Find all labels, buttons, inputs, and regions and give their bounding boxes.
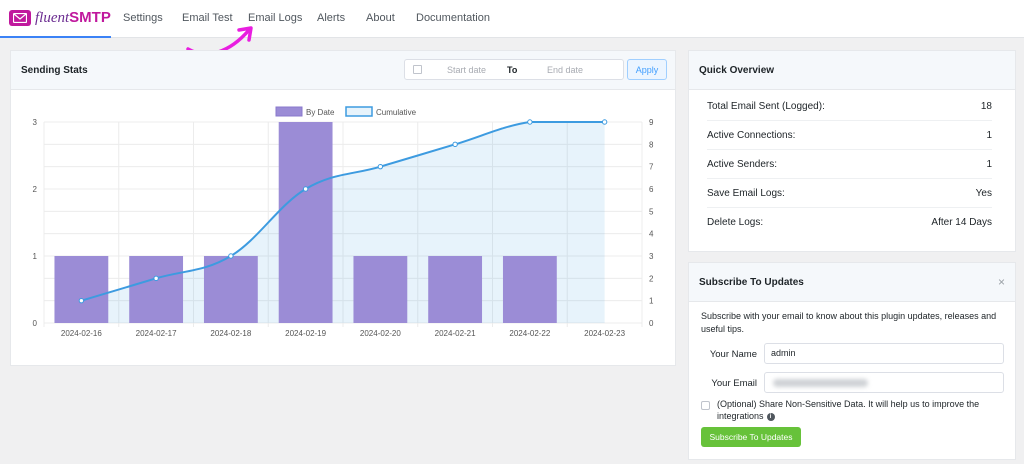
top-navigation: fluentSMTP Settings Email Test Email Log…: [0, 0, 1024, 38]
date-range-separator: To: [507, 65, 518, 75]
cumulative-line: [81, 121, 605, 302]
apply-button[interactable]: Apply: [627, 59, 667, 80]
nav-item-documentation[interactable]: Documentation: [416, 12, 490, 24]
subscribe-button[interactable]: Subscribe To Updates: [701, 427, 801, 447]
y-left-tick-label: 2: [33, 185, 38, 194]
y-right-tick-label: 9: [649, 118, 654, 127]
cumulative-point-2024-02-22: [527, 119, 533, 125]
email-label: Your Email: [711, 378, 757, 389]
cumulative-point-2024-02-21: [452, 141, 458, 148]
cumulative-point-2024-02-23: [601, 119, 608, 125]
overview-label: Total Email Sent (Logged):: [707, 100, 825, 112]
info-icon[interactable]: i: [766, 412, 775, 421]
nav-item-email-logs[interactable]: Email Logs: [248, 12, 303, 24]
y-left-tick-label: 3: [33, 118, 38, 127]
nav-item-email-test[interactable]: Email Test: [182, 12, 233, 24]
x-tick-label: 2024-02-16: [61, 329, 102, 338]
legend-by-date-label: By Date: [306, 108, 335, 117]
overview-row: Total Email Sent (Logged): 18: [707, 92, 992, 121]
x-tick-label: 2024-02-19: [285, 329, 326, 338]
overview-row: Active Senders: 1: [707, 150, 992, 179]
y-right-tick-label: 6: [649, 185, 654, 194]
x-tick-label: 2024-02-23: [584, 329, 625, 338]
name-field[interactable]: admin: [764, 343, 1004, 364]
overview-value: 1: [986, 129, 992, 141]
cumulative-point-2024-02-20: [377, 163, 384, 170]
date-range-picker[interactable]: Start date To End date: [404, 59, 624, 80]
subscribe-title: Subscribe To Updates: [699, 276, 804, 288]
overview-label: Delete Logs:: [707, 217, 764, 228]
redacted-email: [773, 379, 868, 387]
x-tick-label: 2024-02-18: [210, 329, 251, 338]
brand-name: fluentSMTP: [35, 9, 111, 26]
bar-2024-02-18: [203, 256, 258, 323]
envelope-icon: [9, 10, 31, 26]
subscribe-header: Subscribe To Updates: [689, 263, 1015, 302]
legend-cumulative-swatch: [345, 106, 373, 117]
y-right-tick-label: 5: [649, 207, 654, 216]
bar-2024-02-20: [353, 256, 408, 323]
share-data-label: (Optional) Share Non-Sensitive Data. It …: [717, 399, 980, 421]
x-tick-label: 2024-02-17: [136, 329, 177, 338]
overview-value: 1: [986, 158, 992, 170]
overview-row: Delete Logs: After 14 Days: [707, 208, 992, 237]
quick-overview-panel: Quick Overview Total Email Sent (Logged)…: [688, 50, 1016, 252]
bar-2024-02-19: [278, 122, 333, 323]
sending-stats-chart: 0 1 2 3 0 1 2 3 4 5 6 7 8 9 2024-02-16 2024-02-17 2024-0…: [33, 106, 654, 338]
bar-2024-02-21: [428, 256, 483, 323]
subscribe-description: Subscribe with your email to know about …: [701, 311, 997, 334]
legend-by-date-swatch: [275, 106, 303, 117]
y-right-tick-label: 4: [649, 230, 654, 239]
y-right-tick-label: 2: [649, 274, 654, 283]
start-date-input[interactable]: Start date: [447, 65, 487, 75]
y-right-tick-label: 7: [649, 163, 654, 172]
overview-label: Active Connections:: [707, 129, 796, 141]
nav-item-about[interactable]: About: [366, 12, 395, 24]
share-data-checkbox[interactable]: [701, 401, 710, 410]
end-date-input[interactable]: End date: [547, 65, 584, 75]
overview-value: Yes: [975, 187, 992, 199]
subscribe-panel: Subscribe To Updates × Subscribe with yo…: [688, 262, 1016, 460]
y-right-tick-label: 3: [649, 252, 654, 261]
cumulative-point-2024-02-17: [153, 275, 159, 282]
x-tick-label: 2024-02-22: [509, 329, 550, 338]
nav-item-alerts[interactable]: Alerts: [317, 12, 346, 24]
bar-2024-02-17: [129, 256, 184, 323]
name-label: Your Name: [709, 349, 757, 360]
legend-cumulative-label: Cumulative: [376, 108, 417, 117]
x-tick-label: 2024-02-20: [360, 329, 401, 338]
y-right-tick-label: 1: [649, 297, 654, 306]
cumulative-point-2024-02-16: [78, 297, 85, 304]
y-left-tick-label: 0: [33, 319, 38, 328]
sending-stats-title: Sending Stats: [21, 64, 88, 76]
quick-overview-header: Quick Overview: [689, 51, 1015, 90]
quick-overview-title: Quick Overview: [699, 64, 775, 76]
overview-row: Active Connections: 1: [707, 121, 992, 150]
calendar-icon: [413, 65, 422, 74]
nav-item-settings[interactable]: Settings: [123, 12, 163, 24]
y-right-tick-label: 0: [649, 319, 654, 328]
cumulative-point-2024-02-18: [228, 253, 234, 259]
cumulative-point-2024-02-19: [302, 186, 309, 192]
overview-row: Save Email Logs: Yes: [707, 179, 992, 208]
email-field[interactable]: [764, 372, 1004, 393]
y-left-tick-label: 1: [33, 252, 38, 261]
close-icon[interactable]: ×: [997, 275, 1005, 289]
y-right-tick-label: 8: [649, 140, 654, 149]
overview-label: Active Senders:: [707, 158, 778, 170]
overview-label: Save Email Logs:: [707, 187, 785, 199]
bar-2024-02-16: [54, 256, 109, 323]
brand-logo[interactable]: fluentSMTP: [0, 0, 111, 38]
x-tick-label: 2024-02-21: [435, 329, 476, 338]
overview-value: 18: [980, 100, 992, 112]
bar-2024-02-22: [502, 256, 557, 323]
overview-value: After 14 Days: [931, 217, 992, 228]
